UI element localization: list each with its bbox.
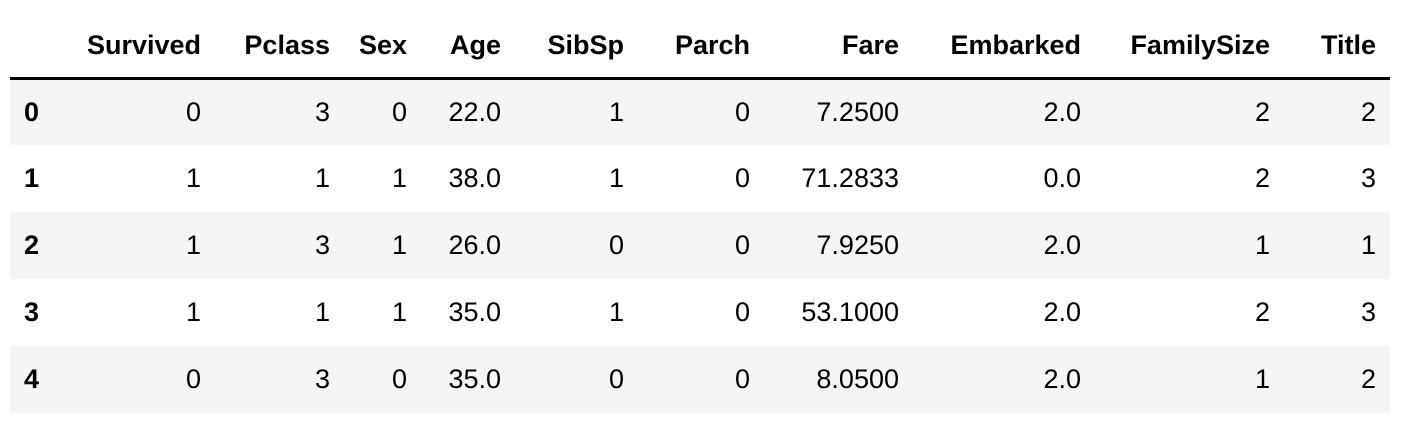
- column-header-parch: Parch: [674, 29, 750, 60]
- cell-parch: 0: [734, 230, 750, 260]
- table-body: 0 0 3 0 22.0 1 0 7.2500 2.0 2 2 1 1 1 1 …: [10, 78, 1390, 413]
- cell-embarked: 0.0: [1043, 163, 1081, 193]
- cell-parch: 0: [734, 96, 750, 127]
- cell-age: 22.0: [448, 96, 501, 127]
- row-index: 2: [24, 230, 40, 260]
- cell-pclass: 3: [314, 230, 330, 260]
- cell-embarked: 2.0: [1043, 96, 1081, 127]
- cell-age: 35.0: [448, 297, 501, 327]
- table-row: 2 1 3 1 26.0 0 0 7.9250 2.0 1 1: [10, 212, 1390, 279]
- table-row: 1 1 1 1 38.0 1 0 71.2833 0.0 2 3: [10, 145, 1390, 212]
- cell-embarked: 2.0: [1043, 364, 1081, 394]
- cell-familysize: 1: [1254, 364, 1270, 394]
- cell-sibsp: 1: [608, 96, 624, 127]
- column-header-familysize: FamilySize: [1130, 29, 1270, 60]
- cell-sex: 0: [391, 364, 407, 394]
- row-index: 3: [24, 297, 40, 327]
- cell-fare: 53.1000: [801, 297, 899, 327]
- cell-title: 3: [1360, 163, 1376, 193]
- cell-survived: 0: [185, 96, 201, 127]
- cell-sex: 1: [391, 297, 407, 327]
- cell-embarked: 2.0: [1043, 297, 1081, 327]
- cell-sibsp: 1: [608, 163, 624, 193]
- column-header-sibsp: SibSp: [547, 29, 624, 60]
- row-index: 0: [24, 96, 40, 127]
- cell-sibsp: 0: [608, 230, 624, 260]
- column-header-fare: Fare: [841, 29, 899, 60]
- cell-title: 2: [1360, 364, 1376, 394]
- header-row: Survived Pclass Sex Age SibSp Parch Fare…: [10, 14, 1390, 78]
- cell-survived: 1: [185, 230, 201, 260]
- cell-sibsp: 0: [608, 364, 624, 394]
- cell-pclass: 1: [314, 297, 330, 327]
- column-header-survived: Survived: [86, 29, 201, 60]
- dataframe-table: Survived Pclass Sex Age SibSp Parch Fare…: [10, 14, 1390, 413]
- column-header-title: Title: [1320, 29, 1376, 60]
- table-row: 4 0 3 0 35.0 0 0 8.0500 2.0 1 2: [10, 346, 1390, 413]
- cell-title: 3: [1360, 297, 1376, 327]
- cell-age: 26.0: [448, 230, 501, 260]
- cell-age: 38.0: [448, 163, 501, 193]
- cell-title: 2: [1360, 96, 1376, 127]
- cell-familysize: 2: [1254, 297, 1270, 327]
- cell-parch: 0: [734, 163, 750, 193]
- cell-familysize: 2: [1254, 96, 1270, 127]
- table-header: Survived Pclass Sex Age SibSp Parch Fare…: [10, 14, 1390, 78]
- table-row: 3 1 1 1 35.0 1 0 53.1000 2.0 2 3: [10, 279, 1390, 346]
- cell-age: 35.0: [448, 364, 501, 394]
- cell-title: 1: [1360, 230, 1376, 260]
- cell-survived: 0: [185, 364, 201, 394]
- row-index: 4: [24, 364, 40, 394]
- cell-fare: 7.2500: [816, 96, 899, 127]
- cell-parch: 0: [734, 364, 750, 394]
- cell-survived: 1: [185, 297, 201, 327]
- cell-pclass: 3: [314, 364, 330, 394]
- cell-embarked: 2.0: [1043, 230, 1081, 260]
- cell-pclass: 1: [314, 163, 330, 193]
- column-header-age: Age: [449, 29, 501, 60]
- column-header-sex: Sex: [358, 29, 407, 60]
- cell-sex: 1: [391, 230, 407, 260]
- cell-familysize: 2: [1254, 163, 1270, 193]
- cell-parch: 0: [734, 297, 750, 327]
- column-header-embarked: Embarked: [950, 29, 1081, 60]
- cell-survived: 1: [185, 163, 201, 193]
- cell-pclass: 3: [314, 96, 330, 127]
- column-header-pclass: Pclass: [244, 29, 330, 60]
- cell-fare: 7.9250: [816, 230, 899, 260]
- index-header: [10, 14, 70, 78]
- table-row: 0 0 3 0 22.0 1 0 7.2500 2.0 2 2: [10, 78, 1390, 145]
- cell-sex: 0: [391, 96, 407, 127]
- cell-familysize: 1: [1254, 230, 1270, 260]
- cell-sex: 1: [391, 163, 407, 193]
- row-index: 1: [24, 163, 40, 193]
- cell-fare: 8.0500: [816, 364, 899, 394]
- cell-fare: 71.2833: [801, 163, 899, 193]
- cell-sibsp: 1: [608, 297, 624, 327]
